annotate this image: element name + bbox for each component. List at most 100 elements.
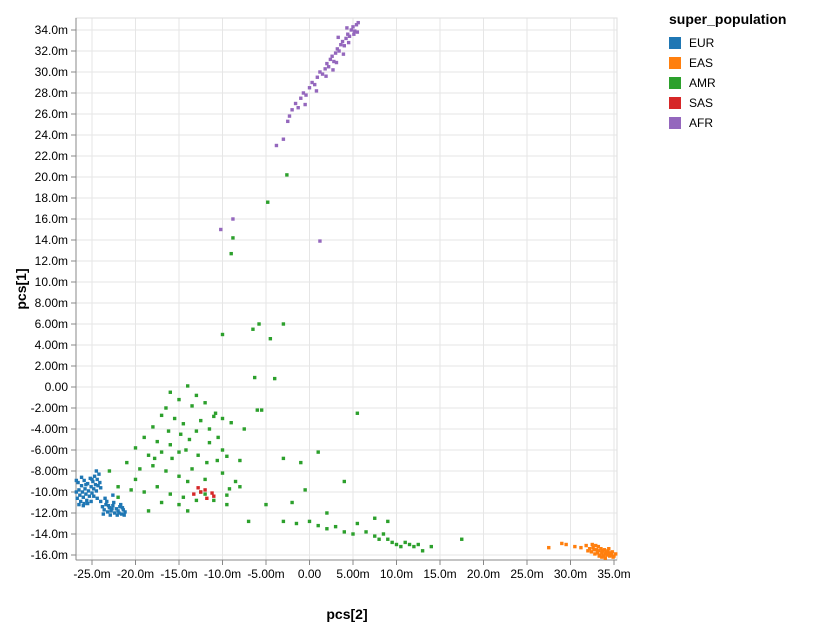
data-point[interactable] bbox=[177, 450, 181, 454]
data-point[interactable] bbox=[347, 34, 352, 38]
data-point[interactable] bbox=[594, 543, 598, 548]
data-point[interactable] bbox=[74, 478, 79, 483]
data-point[interactable] bbox=[403, 540, 407, 545]
data-point[interactable] bbox=[290, 500, 294, 505]
data-point[interactable] bbox=[115, 513, 119, 517]
data-point[interactable] bbox=[186, 384, 190, 388]
data-point[interactable] bbox=[346, 40, 351, 45]
data-point[interactable] bbox=[196, 453, 200, 457]
data-point[interactable] bbox=[252, 375, 257, 380]
data-point[interactable] bbox=[111, 503, 115, 508]
data-point[interactable] bbox=[573, 544, 577, 549]
data-point[interactable] bbox=[303, 488, 307, 492]
data-point[interactable] bbox=[116, 495, 120, 499]
data-point[interactable] bbox=[333, 524, 338, 529]
data-point[interactable] bbox=[125, 460, 129, 465]
data-point[interactable] bbox=[590, 542, 594, 547]
data-point[interactable] bbox=[187, 437, 192, 442]
data-point[interactable] bbox=[164, 469, 168, 473]
data-point[interactable] bbox=[592, 548, 596, 552]
data-point[interactable] bbox=[194, 429, 199, 433]
data-point[interactable] bbox=[386, 537, 390, 541]
data-point[interactable] bbox=[155, 485, 159, 489]
data-point[interactable] bbox=[264, 502, 268, 507]
data-point[interactable] bbox=[233, 479, 238, 484]
data-point[interactable] bbox=[227, 487, 232, 491]
data-point[interactable] bbox=[346, 32, 350, 36]
data-point[interactable] bbox=[316, 523, 320, 528]
data-point[interactable] bbox=[274, 143, 279, 148]
data-point[interactable] bbox=[242, 427, 246, 431]
data-point[interactable] bbox=[190, 404, 194, 408]
data-point[interactable] bbox=[584, 543, 588, 548]
data-point[interactable] bbox=[98, 480, 102, 485]
data-point[interactable] bbox=[246, 519, 251, 524]
data-point[interactable] bbox=[294, 521, 299, 526]
data-point[interactable] bbox=[268, 337, 273, 341]
data-point[interactable] bbox=[100, 505, 105, 509]
data-point[interactable] bbox=[326, 65, 331, 69]
data-point[interactable] bbox=[133, 477, 138, 482]
data-point[interactable] bbox=[181, 422, 186, 426]
data-point[interactable] bbox=[351, 532, 355, 536]
data-point[interactable] bbox=[315, 75, 320, 79]
data-point[interactable] bbox=[83, 487, 87, 491]
data-point[interactable] bbox=[203, 401, 207, 405]
data-point[interactable] bbox=[355, 30, 360, 34]
data-point[interactable] bbox=[314, 89, 319, 93]
data-point[interactable] bbox=[119, 512, 124, 516]
data-point[interactable] bbox=[186, 479, 190, 484]
data-point[interactable] bbox=[364, 530, 368, 534]
data-point[interactable] bbox=[281, 519, 286, 524]
data-point[interactable] bbox=[307, 86, 312, 90]
data-point[interactable] bbox=[345, 26, 349, 30]
data-point[interactable] bbox=[407, 542, 412, 547]
data-point[interactable] bbox=[84, 492, 88, 496]
data-point[interactable] bbox=[257, 322, 261, 326]
data-point[interactable] bbox=[599, 547, 603, 551]
data-point[interactable] bbox=[106, 503, 111, 508]
data-point[interactable] bbox=[116, 485, 120, 489]
data-point[interactable] bbox=[114, 507, 119, 511]
data-point[interactable] bbox=[116, 509, 120, 513]
data-point[interactable] bbox=[460, 537, 464, 541]
data-point[interactable] bbox=[101, 512, 106, 516]
data-point[interactable] bbox=[340, 39, 345, 44]
data-point[interactable] bbox=[159, 450, 164, 454]
data-point[interactable] bbox=[225, 454, 229, 458]
data-point[interactable] bbox=[328, 57, 333, 62]
data-point[interactable] bbox=[179, 432, 183, 436]
data-point[interactable] bbox=[89, 485, 93, 489]
data-point[interactable] bbox=[216, 435, 220, 440]
data-point[interactable] bbox=[96, 484, 100, 488]
data-point[interactable] bbox=[355, 521, 360, 526]
data-point[interactable] bbox=[90, 477, 94, 482]
data-point[interactable] bbox=[614, 552, 618, 556]
data-point[interactable] bbox=[320, 72, 325, 76]
data-point[interactable] bbox=[78, 493, 82, 497]
data-point[interactable] bbox=[91, 479, 95, 484]
data-point[interactable] bbox=[608, 551, 613, 555]
data-point[interactable] bbox=[186, 509, 190, 513]
data-point[interactable] bbox=[564, 542, 568, 547]
data-point[interactable] bbox=[117, 511, 121, 515]
data-point[interactable] bbox=[603, 552, 607, 556]
data-point[interactable] bbox=[290, 108, 294, 112]
data-point[interactable] bbox=[273, 376, 277, 381]
data-point[interactable] bbox=[332, 59, 336, 64]
data-point[interactable] bbox=[304, 93, 308, 97]
data-point[interactable] bbox=[225, 502, 229, 507]
data-point[interactable] bbox=[324, 74, 328, 78]
data-point[interactable] bbox=[416, 542, 420, 547]
data-point[interactable] bbox=[159, 500, 164, 505]
data-point[interactable] bbox=[334, 60, 339, 65]
data-point[interactable] bbox=[74, 490, 79, 494]
data-point[interactable] bbox=[607, 547, 611, 551]
data-point[interactable] bbox=[313, 82, 317, 87]
data-point[interactable] bbox=[104, 502, 108, 507]
data-point[interactable] bbox=[353, 29, 357, 33]
data-point[interactable] bbox=[107, 506, 112, 510]
data-point[interactable] bbox=[220, 448, 225, 452]
data-point[interactable] bbox=[146, 453, 151, 457]
data-point[interactable] bbox=[121, 508, 126, 512]
